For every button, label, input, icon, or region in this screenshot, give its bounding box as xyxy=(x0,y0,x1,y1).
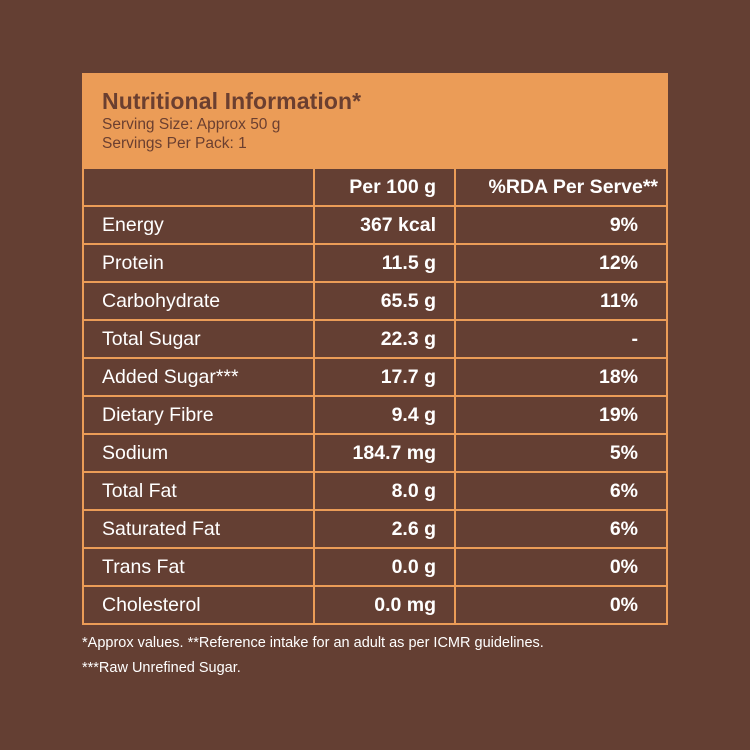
nutrient-name: Saturated Fat xyxy=(84,511,313,547)
rda-value: 0% xyxy=(456,549,666,585)
nutrient-name: Cholesterol xyxy=(84,587,313,623)
per-100g-value: 0.0 g xyxy=(315,549,454,585)
panel-header: Nutritional Information* Serving Size: A… xyxy=(84,73,666,169)
servings-per-pack: Servings Per Pack: 1 xyxy=(102,135,247,152)
column-header-nutrient xyxy=(84,169,313,205)
rda-value: 5% xyxy=(456,435,666,471)
per-100g-value: 2.6 g xyxy=(315,511,454,547)
nutrient-name: Added Sugar*** xyxy=(84,359,313,395)
per-100g-value: 65.5 g xyxy=(315,283,454,319)
rda-value: 6% xyxy=(456,511,666,547)
per-100g-value: 8.0 g xyxy=(315,473,454,509)
per-100g-value: 9.4 g xyxy=(315,397,454,433)
table-row: Total Sugar 22.3 g- xyxy=(84,321,666,357)
per-100g-value: 11.5 g xyxy=(315,245,454,281)
rda-value: 11% xyxy=(456,283,666,319)
nutrient-name: Total Fat xyxy=(84,473,313,509)
column-header-per-100g: Per 100 g xyxy=(315,169,454,205)
table-row: Dietary Fibre 9.4 g 19% xyxy=(84,397,666,433)
rda-value: 9% xyxy=(456,207,666,243)
nutrient-name: Protein xyxy=(84,245,313,281)
nutrient-name: Trans Fat xyxy=(84,549,313,585)
table-row: Energy 367 kcal 9% xyxy=(84,207,666,243)
nutrition-table: Per 100 g %RDA Per Serve** Energy 367 kca… xyxy=(82,167,668,625)
nutrient-name: Dietary Fibre xyxy=(84,397,313,433)
nutrient-name: Energy xyxy=(84,207,313,243)
table-row: Carbohydrate 65.5 g 11% xyxy=(84,283,666,319)
table-row: Protein 11.5 g 12% xyxy=(84,245,666,281)
rda-value: 0% xyxy=(456,587,666,623)
column-header-rda: %RDA Per Serve** xyxy=(456,169,666,205)
nutrient-name: Total Sugar xyxy=(84,321,313,357)
table-row: Trans Fat 0.0 g 0% xyxy=(84,549,666,585)
table-row: Cholesterol 0.0 mg 0% xyxy=(84,587,666,623)
rda-value: 18% xyxy=(456,359,666,395)
rda-value: 6% xyxy=(456,473,666,509)
per-100g-value: 0.0 mg xyxy=(315,587,454,623)
per-100g-value: 184.7 mg xyxy=(315,435,454,471)
per-100g-value: 17.7 g xyxy=(315,359,454,395)
footnotes: *Approx values. **Reference intake for a… xyxy=(82,631,544,681)
rda-value: 19% xyxy=(456,397,666,433)
table-row: Added Sugar*** 17.7 g 18% xyxy=(84,359,666,395)
footnote: ***Raw Unrefined Sugar. xyxy=(82,660,241,676)
nutrition-panel: Nutritional Information* Serving Size: A… xyxy=(82,73,668,625)
footnote: *Approx values. **Reference intake for a… xyxy=(82,635,544,651)
rda-value: 12% xyxy=(456,245,666,281)
rda-value: - xyxy=(456,321,666,357)
per-100g-value: 367 kcal xyxy=(315,207,454,243)
per-100g-value: 22.3 g xyxy=(315,321,454,357)
table-row: Total Fat 8.0 g 6% xyxy=(84,473,666,509)
table-header-row: Per 100 g %RDA Per Serve** xyxy=(84,169,666,205)
table-row: Sodium 184.7 mg 5% xyxy=(84,435,666,471)
serving-size: Serving Size: Approx 50 g xyxy=(102,116,281,133)
panel-title: Nutritional Information* xyxy=(102,88,362,114)
nutrient-name: Sodium xyxy=(84,435,313,471)
table-row: Saturated Fat 2.6 g 6% xyxy=(84,511,666,547)
nutrient-name: Carbohydrate xyxy=(84,283,313,319)
